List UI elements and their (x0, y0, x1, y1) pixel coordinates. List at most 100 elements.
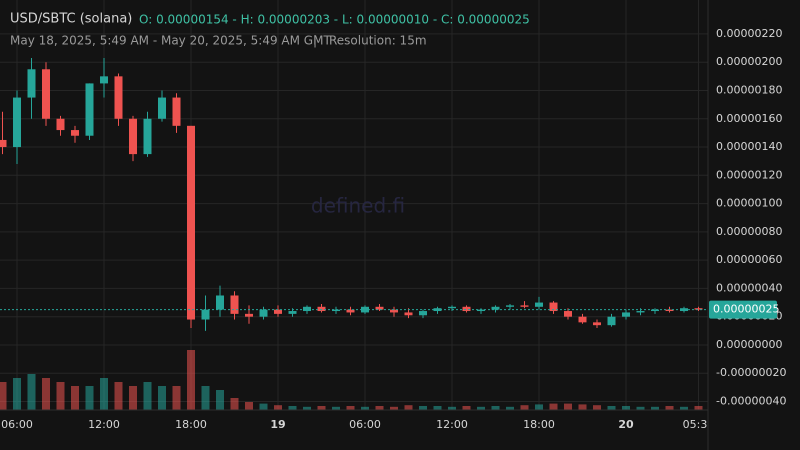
axes: 0.00000220 0.00000200 0.00000180 0.00000160… (716, 27, 786, 408)
candle-body (27, 69, 36, 98)
volume-bar (172, 386, 181, 410)
candle-body (13, 97, 21, 148)
y-tick-label: 0.00000040 (716, 281, 782, 294)
volume-bar (636, 406, 645, 410)
volume-bar (317, 406, 326, 410)
candle-body (332, 309, 340, 312)
candle-body (288, 311, 297, 314)
volume-bar (245, 402, 253, 410)
candle-body (636, 311, 645, 313)
volume-bar (390, 406, 398, 410)
candle-body (71, 130, 79, 136)
chart-title: USD/SBTC (solana) (10, 12, 132, 27)
candle-body (419, 311, 427, 316)
y-tick-label: 0.00000180 (716, 83, 782, 96)
volume-bar (694, 406, 703, 410)
y-tick-label: 0.00000100 (716, 197, 782, 210)
y-tick-label: 0.00000140 (716, 140, 782, 153)
volume-bar (143, 382, 152, 410)
volume-bar (288, 406, 297, 410)
candle-body (100, 76, 108, 84)
x-tick-label: 06:00 (349, 418, 381, 431)
volume-bar (303, 406, 311, 410)
volume-bar (564, 403, 572, 410)
candle-body (56, 118, 65, 131)
y-tick-label: 0.00000200 (716, 55, 782, 68)
volume-bar (607, 406, 616, 410)
volume-bar (549, 403, 558, 410)
candle-body (230, 295, 239, 314)
x-tick-label: 06:00 (1, 418, 33, 431)
candle-body (404, 312, 413, 316)
candle-body (317, 306, 326, 312)
candle-body (129, 118, 137, 155)
volume-bar (259, 403, 268, 410)
candle-body (535, 302, 543, 307)
volume-bar (187, 350, 195, 410)
y-tick-label: 0.00000060 (716, 253, 782, 266)
volume-bar (0, 382, 7, 410)
candle-body (303, 306, 311, 312)
volume-bar (100, 378, 108, 410)
volume-bar (433, 406, 442, 410)
candle-body (172, 97, 181, 126)
last-price-box (709, 300, 777, 319)
volume-bar (506, 406, 514, 410)
candle-body (390, 309, 398, 313)
candle-body (651, 309, 659, 312)
candle-body (462, 306, 471, 312)
x-tick-label: 20 (618, 418, 634, 431)
volume-bar (42, 378, 50, 410)
last-price-label: 0.00000025 (713, 303, 779, 316)
y-tick-label: 0.00000220 (716, 27, 782, 40)
candle-body (564, 311, 572, 317)
candle-body (477, 309, 485, 312)
volume-bar (520, 405, 529, 410)
volume-bar (13, 378, 21, 410)
separator: | (313, 34, 317, 48)
volume-bar (404, 405, 413, 410)
watermark: defined.fi (311, 194, 405, 218)
candle-body (0, 139, 7, 148)
x-tick-label: 19 (270, 418, 285, 431)
y-tick-label: 0.00000120 (716, 168, 782, 181)
candle-body (114, 76, 123, 119)
volume-bar (56, 382, 65, 410)
volume-bar (346, 406, 355, 410)
candle-body (491, 306, 500, 310)
plot-area: 06:00 12:00 18:00 19 06:00 12:00 18:00 20 05:30 (0, 57, 708, 431)
candle-body (245, 313, 253, 317)
candle-body (578, 316, 587, 323)
x-tick-label: 18:00 (175, 418, 207, 431)
volume-bar (651, 406, 659, 410)
candle-body (85, 83, 94, 136)
candle-body (216, 295, 224, 310)
volume-bar (535, 404, 543, 410)
volume-bar (71, 386, 79, 410)
candle-body (506, 305, 514, 307)
volume-bar (129, 386, 137, 410)
volume-bar (361, 406, 369, 410)
candle-body (201, 309, 210, 320)
y-tick-label: 0.00000160 (716, 112, 782, 125)
x-tick-label: 12:00 (88, 418, 120, 431)
y-tick-label: -0.00000040 (716, 395, 786, 408)
candle-body (549, 302, 558, 312)
candle-body (448, 306, 456, 309)
candle-body (346, 309, 355, 313)
volume-bar (332, 406, 340, 410)
ohlc-readout: O: 0.00000154 - H: 0.00000203 - L: 0.000… (139, 13, 530, 27)
volume-bar (27, 374, 36, 410)
volume-bar (680, 406, 688, 410)
candle-body (520, 305, 529, 307)
volume-bar (578, 404, 587, 410)
volume-bar (375, 406, 384, 410)
volume-bar (85, 386, 94, 410)
volume-bar (462, 406, 471, 410)
y-tick-label: -0.00000020 (716, 366, 786, 379)
candle-body (622, 312, 630, 317)
y-tick-label: 0.00000000 (716, 338, 782, 351)
volume-bar (230, 398, 239, 410)
volume-bar (274, 405, 282, 410)
